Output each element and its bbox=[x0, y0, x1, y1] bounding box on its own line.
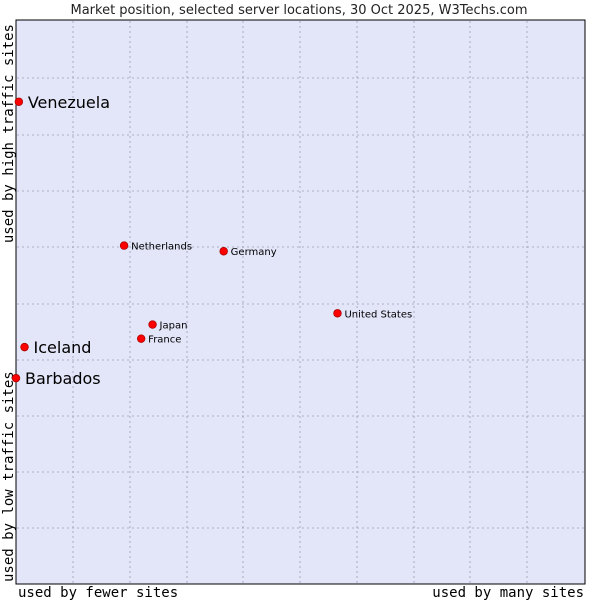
data-point-label-united-states: United States bbox=[344, 309, 412, 320]
data-point-germany bbox=[219, 247, 228, 256]
chart-title: Market position, selected server locatio… bbox=[70, 3, 527, 18]
data-point-label-venezuela: Venezuela bbox=[28, 93, 110, 112]
data-points: Venezuela Netherlands Germany United States… bbox=[11, 93, 412, 388]
plot-area bbox=[15, 19, 586, 585]
data-point-united-states bbox=[333, 309, 342, 318]
data-point-netherlands bbox=[119, 241, 129, 250]
data-point-venezuela bbox=[14, 97, 24, 106]
data-point-france bbox=[136, 334, 146, 343]
data-point-barbados bbox=[11, 373, 21, 383]
data-point-label-france: France bbox=[148, 335, 181, 346]
x-axis-label-left: used by fewer sites bbox=[18, 585, 178, 600]
data-point-label-netherlands: Netherlands bbox=[131, 242, 192, 253]
y-axis-label-top: used by high traffic sites bbox=[1, 24, 17, 243]
data-point-label-japan: Japan bbox=[159, 321, 188, 332]
data-point-japan bbox=[148, 320, 157, 329]
x-axis-label-right: used by many sites bbox=[432, 585, 584, 600]
grid-lines bbox=[17, 21, 584, 583]
data-point-label-iceland: Iceland bbox=[34, 338, 92, 357]
y-axis-label-bottom: used by low traffic sites bbox=[1, 371, 17, 582]
data-point-label-barbados: Barbados bbox=[25, 369, 101, 388]
data-point-iceland bbox=[20, 342, 29, 352]
data-point-label-germany: Germany bbox=[231, 247, 277, 258]
